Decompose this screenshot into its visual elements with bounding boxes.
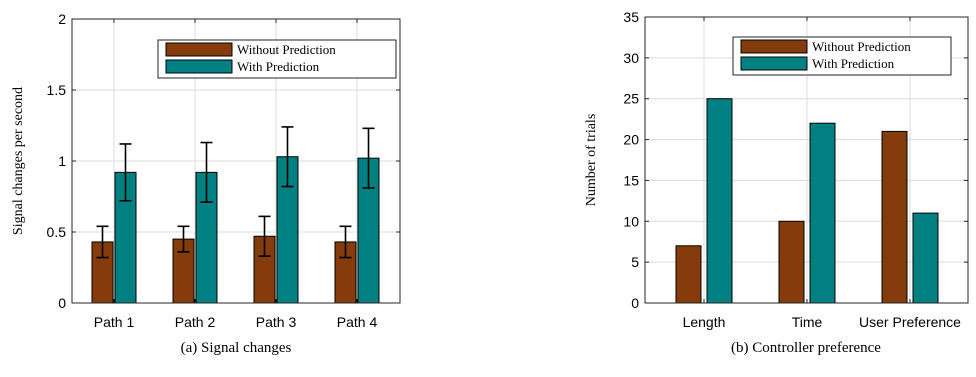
error-bar: [96, 225, 109, 259]
legend-swatch-with-prediction: [165, 59, 233, 74]
x-tick-label: Path 1: [94, 314, 135, 330]
bar-with-prediction: [912, 212, 939, 304]
y-tick-label: 2: [58, 11, 66, 27]
chart-caption: (b) Controller preference: [731, 340, 881, 356]
x-tick-label: Length: [683, 314, 726, 330]
x-tick-label: User Preference: [859, 314, 961, 330]
error-bar: [200, 141, 213, 203]
error-bar: [258, 215, 271, 257]
y-tick-label: 35: [623, 9, 639, 25]
chart-b: 0 5 10 15 20 25 30 35 Length Time User Preference N…: [584, 9, 969, 356]
legend: Without Prediction With Prediction: [157, 39, 397, 79]
chart-caption: (a) Signal changes: [181, 340, 292, 356]
bar-without-prediction: [675, 245, 702, 304]
y-axis-label: Signal changes per second: [11, 87, 26, 235]
y-tick-label: 25: [623, 91, 639, 107]
x-tick-label: Path 3: [256, 314, 297, 330]
legend-swatch-without-prediction: [165, 42, 233, 57]
error-bar: [119, 143, 132, 202]
y-tick-label: 1: [58, 153, 66, 169]
bar-with-prediction: [809, 122, 836, 304]
y-tick-label: 20: [623, 132, 639, 148]
y-tick-label: 10: [623, 213, 639, 229]
error-bar: [177, 225, 190, 253]
legend: Without Prediction With Prediction: [732, 36, 952, 76]
legend-label: With Prediction: [812, 56, 895, 71]
legend-label: With Prediction: [237, 59, 320, 74]
bar-without-prediction: [778, 220, 805, 304]
legend-label: Without Prediction: [237, 42, 336, 57]
legend-swatch-without-prediction: [740, 39, 808, 54]
x-tick-label: Path 4: [337, 314, 378, 330]
chart-a: 0 0.5 1 1.5 2 Path 1 Path 2 Path 3 Path 4 Signal …: [11, 11, 401, 356]
y-tick-label: 0: [58, 295, 66, 311]
x-tick-label: Path 2: [175, 314, 216, 330]
bar-without-prediction: [881, 130, 908, 304]
y-tick-label: 0.5: [47, 224, 67, 240]
y-tick-label: 15: [623, 172, 639, 188]
y-tick-label: 1.5: [47, 82, 67, 98]
y-tick-label: 30: [623, 50, 639, 66]
error-bar: [281, 126, 294, 188]
error-bar: [362, 127, 375, 189]
bar-with-prediction: [706, 98, 733, 304]
y-tick-label: 5: [631, 254, 639, 270]
legend-label: Without Prediction: [812, 39, 911, 54]
legend-swatch-with-prediction: [740, 56, 808, 71]
x-tick-label: Time: [792, 314, 823, 330]
error-bar: [339, 225, 352, 259]
y-axis-label: Number of trials: [584, 114, 599, 207]
y-tick-label: 0: [631, 295, 639, 311]
